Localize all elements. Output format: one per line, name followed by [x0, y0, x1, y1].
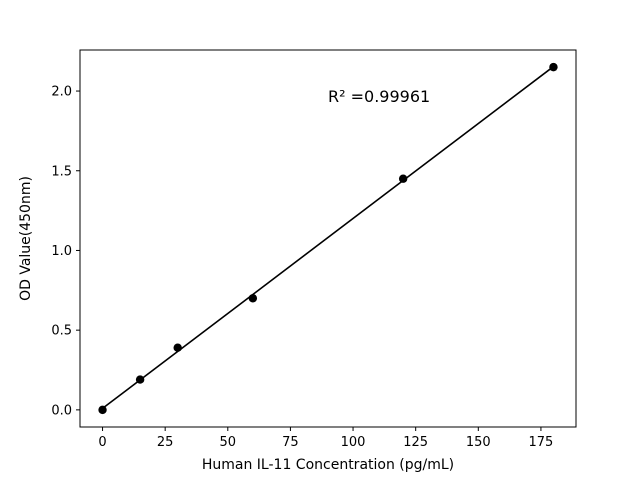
- x-axis-label: Human IL-11 Concentration (pg/mL): [202, 457, 454, 473]
- y-tick-label: 1.0: [51, 244, 72, 259]
- data-point: [398, 174, 408, 183]
- y-tick-label: 0.0: [51, 403, 72, 418]
- x-tick-label: 25: [157, 435, 174, 450]
- x-tick-label: 0: [98, 435, 106, 450]
- y-tick-label: 0.5: [51, 324, 72, 339]
- x-tick-label: 175: [529, 435, 554, 450]
- x-tick-label: 150: [466, 435, 491, 450]
- data-point: [98, 405, 107, 415]
- y-axis-label: OD Value(450nm): [18, 176, 34, 301]
- x-tick-label: 125: [403, 435, 428, 450]
- x-tick-label: 75: [282, 435, 299, 450]
- x-tick-label: 100: [341, 435, 366, 450]
- data-point: [173, 343, 182, 352]
- y-tick-label: 2.0: [51, 85, 72, 100]
- r-squared-annotation: R² =0.99961: [328, 87, 430, 106]
- data-point: [248, 294, 258, 303]
- data-point: [135, 375, 145, 384]
- data-point: [549, 62, 558, 72]
- x-tick-label: 50: [220, 435, 237, 450]
- y-tick-label: 1.5: [51, 164, 72, 179]
